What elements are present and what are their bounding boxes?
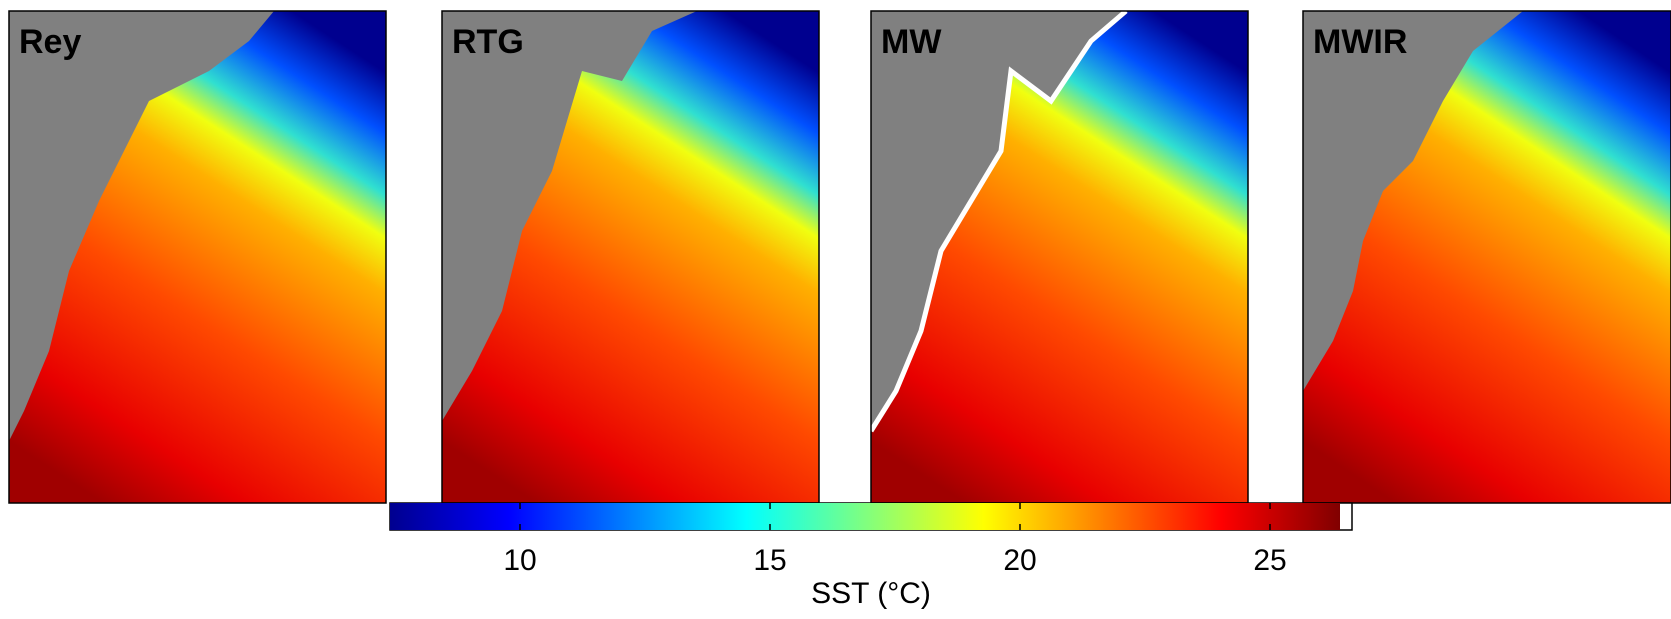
panel-frame [8, 10, 387, 504]
colorbar-ramp [390, 503, 1340, 530]
panel-rey: Rey [8, 10, 387, 504]
panel-title: RTG [452, 23, 524, 61]
panel-mw: MW [868, 9, 1249, 504]
tick-label: 10 [503, 544, 536, 577]
colorbar-label: SST (°C) [811, 577, 931, 610]
ocean-field [442, 11, 819, 503]
panel-frame [1302, 10, 1671, 504]
panel-rtg: RTG [441, 10, 820, 504]
tick-label: 15 [753, 544, 786, 577]
panel-mwir: MWIR [1302, 10, 1671, 504]
ocean-field [1303, 11, 1671, 503]
panel-title: MW [881, 23, 942, 61]
panel-title: MWIR [1313, 23, 1407, 61]
ocean-field [9, 11, 386, 503]
tick-label: 25 [1253, 544, 1286, 577]
panel-title: Rey [19, 23, 81, 61]
ocean-field [871, 11, 1248, 503]
tick-label: 20 [1003, 544, 1036, 577]
coastline [868, 9, 1128, 433]
colorbar: SST (°C) 10 15 20 25 [389, 502, 1353, 610]
